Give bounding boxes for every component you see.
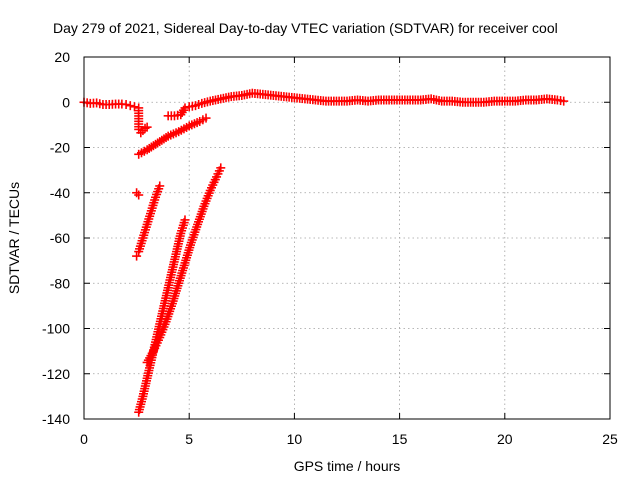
data-point	[161, 133, 171, 143]
y-tick-label: -80	[50, 275, 70, 291]
y-tick-label: -140	[42, 411, 70, 427]
y-tick-label: 0	[62, 94, 70, 110]
data-point	[132, 251, 142, 261]
y-tick-label: -120	[42, 366, 70, 382]
y-tick-label: 20	[54, 49, 70, 65]
data-point	[137, 236, 147, 246]
data-point	[134, 122, 144, 132]
data-point	[179, 218, 189, 228]
x-tick-label: 15	[392, 431, 408, 447]
data-point	[186, 240, 196, 250]
data-point	[182, 122, 192, 132]
data-point	[142, 376, 152, 386]
data-point	[159, 134, 169, 144]
data-point	[192, 118, 202, 128]
x-tick-label: 10	[287, 431, 303, 447]
data-series	[79, 88, 569, 417]
x-tick-label: 20	[497, 431, 513, 447]
data-point	[214, 166, 224, 176]
data-point	[132, 188, 142, 198]
x-tick-label: 0	[80, 431, 88, 447]
x-tick-label: 25	[602, 431, 618, 447]
chart-title: Day 279 of 2021, Sidereal Day-to-day VTE…	[53, 20, 558, 36]
data-point	[173, 110, 183, 120]
data-point	[137, 394, 147, 404]
data-point	[150, 195, 160, 205]
data-point	[148, 141, 158, 151]
data-point	[179, 105, 189, 115]
data-point	[202, 97, 212, 107]
y-tick-label: -40	[50, 185, 70, 201]
data-point	[210, 175, 220, 185]
data-point	[167, 267, 177, 277]
data-point	[160, 319, 170, 329]
data-point	[129, 102, 139, 112]
data-point	[145, 209, 155, 219]
data-point	[138, 126, 148, 136]
data-point	[166, 301, 176, 311]
data-point	[175, 231, 185, 241]
data-point	[171, 128, 181, 138]
data-point	[187, 101, 197, 111]
data-point	[556, 96, 566, 106]
data-point	[194, 100, 204, 110]
y-tick-label: -20	[50, 140, 70, 156]
x-axis-label: GPS time / hours	[294, 458, 401, 474]
data-point	[114, 99, 124, 109]
data-point	[153, 335, 163, 345]
y-axis-label: SDTVAR / TECUs	[6, 182, 22, 294]
plot-frame	[83, 56, 611, 420]
data-point	[134, 190, 144, 200]
y-tick-label: -100	[42, 321, 70, 337]
data-point	[173, 281, 183, 291]
grid-lines	[84, 57, 610, 419]
data-point	[550, 95, 560, 105]
data-point	[192, 222, 202, 232]
data-point	[213, 94, 223, 104]
data-point	[204, 188, 214, 198]
data-point	[234, 91, 244, 101]
data-point	[171, 249, 181, 259]
data-point	[198, 204, 208, 214]
data-point	[125, 101, 135, 111]
data-point	[198, 115, 208, 125]
data-point	[147, 348, 157, 358]
data-point	[163, 285, 173, 295]
data-point	[141, 222, 151, 232]
data-point	[139, 146, 149, 156]
data-point	[140, 123, 150, 133]
data-point	[179, 260, 189, 270]
x-tick-label: 5	[185, 431, 193, 447]
data-point	[224, 92, 234, 102]
axis-ticks: 0 5 10 15 20 25 20 0 -20 -40 -60 -80 -100 -120 -140	[42, 49, 618, 447]
y-tick-label: -60	[50, 230, 70, 246]
data-point	[154, 184, 164, 194]
